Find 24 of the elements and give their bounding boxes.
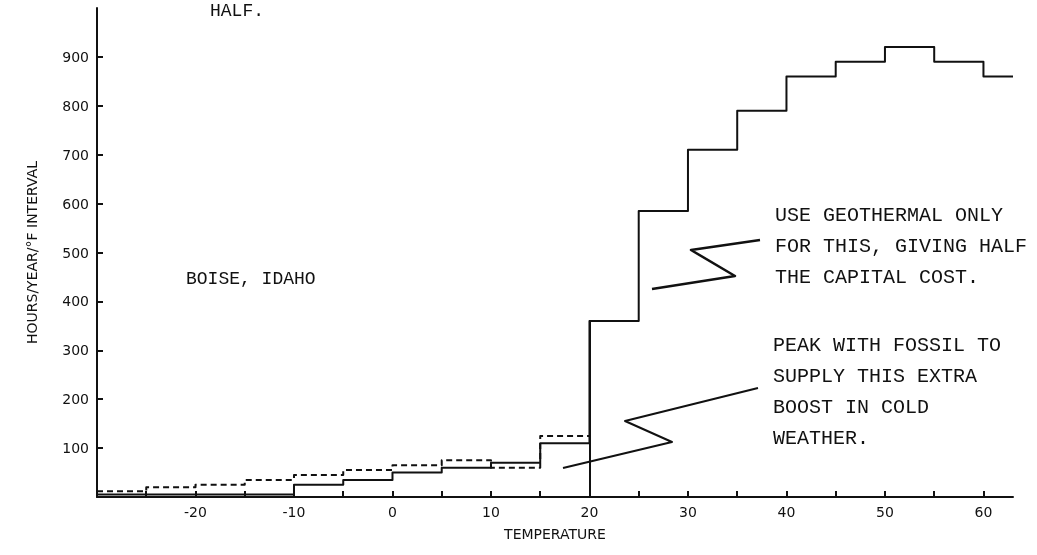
y-tick-label: 300 bbox=[62, 342, 89, 359]
x-axis-title: TEMPERATURE bbox=[503, 526, 606, 542]
y-axis-title: HOURS/YEAR/°F INTERVAL bbox=[24, 160, 40, 345]
y-tick-label: 800 bbox=[62, 97, 89, 114]
y-tick-label: 100 bbox=[62, 440, 89, 457]
x-tick-label: 30 bbox=[679, 504, 697, 520]
x-tick-label: 10 bbox=[482, 504, 500, 520]
y-tick-label: 500 bbox=[62, 244, 89, 261]
x-tick-label: 50 bbox=[876, 504, 894, 520]
x-tick-label: 40 bbox=[777, 504, 796, 520]
y-tick-label: 600 bbox=[62, 195, 89, 212]
y-tick-label: 700 bbox=[62, 146, 89, 163]
y-tick-label: 400 bbox=[62, 293, 89, 310]
x-tick-label: 60 bbox=[974, 504, 993, 520]
annotation: PEAK WITH FOSSIL TO SUPPLY THIS EXTRA BOOST IN COLD WEATHER. bbox=[773, 334, 1002, 450]
annotation: HALF. bbox=[210, 1, 265, 21]
x-tick-label: -20 bbox=[184, 504, 207, 520]
annotation: USE GEOTHERMAL ONLY FOR THIS, GIVING HALF THE CAPITAL COST. bbox=[775, 204, 1028, 289]
x-tick-label: 20 bbox=[580, 504, 599, 520]
y-tick-label: 900 bbox=[62, 48, 89, 65]
annotation: BOISE, IDAHO bbox=[186, 269, 316, 289]
x-tick-label: -10 bbox=[282, 504, 306, 520]
x-tick-label: 0 bbox=[388, 504, 397, 520]
y-tick-label: 200 bbox=[62, 391, 89, 408]
